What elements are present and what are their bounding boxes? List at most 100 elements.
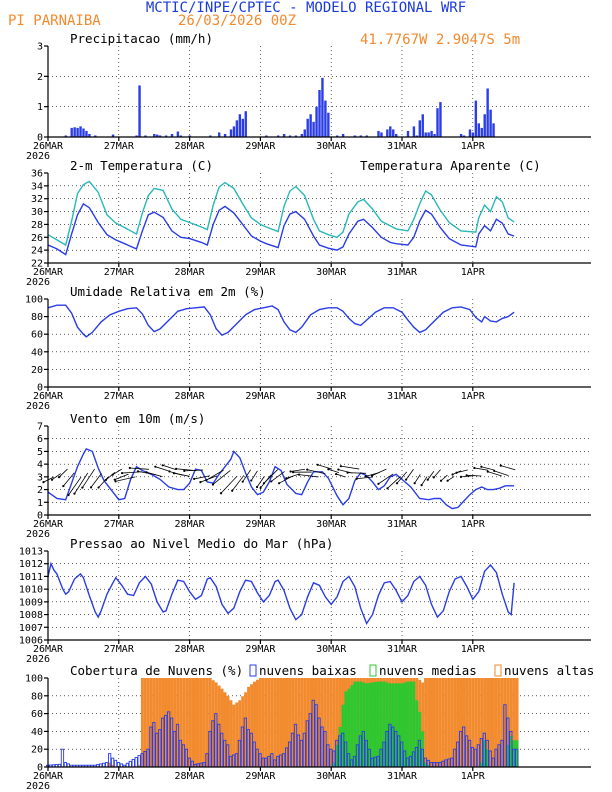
wind-vector — [335, 473, 346, 478]
wind-vector — [242, 469, 251, 482]
wind-vector — [184, 469, 204, 472]
x-tick-label: 1APR — [461, 141, 486, 152]
cloud-bar-high — [309, 678, 313, 767]
cloud-bar-medium — [509, 735, 513, 767]
wind-vector-head — [231, 489, 234, 492]
y-tick-label: 5 — [37, 447, 43, 458]
cloud-bar-high — [149, 678, 153, 767]
precip-bar — [312, 121, 315, 137]
cloud-bar-medium — [376, 681, 380, 767]
wind-vector-head — [413, 482, 416, 485]
precip-bar — [159, 135, 162, 137]
y-tick-label: 32 — [31, 194, 43, 205]
wind-vector — [114, 473, 129, 481]
cloud-bar-high — [468, 678, 472, 767]
cloud-bar-high — [111, 764, 115, 767]
precip-bar — [433, 133, 436, 137]
precip-bar — [459, 133, 463, 137]
cloud-bar-medium — [512, 740, 516, 767]
cloud-bar-high — [196, 678, 200, 767]
precip-bar — [424, 132, 427, 137]
cloud-bar-high — [191, 678, 195, 767]
cloud-bar-medium — [385, 682, 389, 767]
wind-vector — [231, 475, 245, 492]
x-tick-label: 30MAR — [316, 519, 347, 530]
wind-vector — [356, 476, 373, 480]
wind-vector — [194, 475, 211, 480]
x-tick-label: 26MAR — [33, 267, 64, 278]
cloud-bar-high — [264, 678, 268, 767]
cloud-bar-high — [146, 678, 150, 767]
precip-bar — [265, 135, 268, 137]
cloud-bar-high — [306, 678, 310, 767]
cloud-bar-high — [465, 678, 469, 767]
x-tick-label: 27MAR — [104, 141, 135, 152]
wind-vector-head — [161, 464, 164, 467]
wind-vector-head — [81, 486, 84, 489]
series-line-2-m-temperatura-c- — [47, 202, 515, 256]
legend-medium-clouds: nuvens medias — [379, 663, 477, 678]
wind-vector — [90, 473, 102, 488]
x-tick-label: 26MAR — [33, 141, 64, 152]
cloud-bar-medium — [388, 683, 392, 767]
precip-bar — [324, 100, 327, 137]
cloud-bar-high — [208, 678, 212, 767]
cloud-bar-high — [232, 704, 236, 767]
wind-vector — [466, 474, 482, 477]
cloud-bar-medium — [350, 685, 354, 767]
y-tick-label: 40 — [31, 347, 43, 358]
cloud-bar-high — [202, 678, 206, 767]
precip-bar — [294, 135, 298, 137]
panel-title: Cobertura de Nuvens (%) — [70, 663, 243, 678]
x-year-label: 2026 — [26, 151, 50, 162]
cloud-bar-high — [338, 678, 342, 767]
cloud-bar-high — [447, 678, 451, 767]
y-tick-label: 36 — [31, 169, 43, 180]
cloud-bar-low — [60, 748, 65, 768]
cloud-bar-high — [497, 678, 501, 767]
wind-vector — [270, 471, 285, 482]
cloud-bar-high — [211, 680, 215, 767]
wind-vector-head — [128, 466, 131, 470]
x-tick-label: 1APR — [461, 267, 486, 278]
wind-vector — [347, 472, 367, 474]
wind-vector — [82, 468, 95, 488]
wind-vector — [286, 473, 299, 479]
precip-bar — [492, 123, 495, 137]
cloud-bar-high — [320, 678, 324, 767]
cloud-bar-high — [424, 678, 428, 767]
x-tick-label: 29MAR — [245, 141, 276, 152]
cloud-bar-high — [205, 678, 209, 767]
wind-vector-head — [183, 469, 186, 472]
wind-vector-head — [404, 478, 408, 481]
cloud-bar-high — [143, 678, 147, 767]
precip-bar — [229, 129, 233, 137]
wind-vector-head — [262, 482, 266, 485]
wind-vector — [396, 471, 408, 484]
cloud-bar-low — [131, 758, 135, 768]
x-tick-label: 29MAR — [245, 267, 276, 278]
wind-vector-head — [89, 486, 93, 489]
station-name: PI PARNAIBA — [8, 13, 101, 29]
cloud-bar-medium — [515, 740, 519, 767]
precip-bar — [421, 114, 424, 137]
cloud-bar-high — [444, 678, 448, 767]
y-tick-label: 22 — [31, 259, 43, 270]
cloud-bar-medium — [418, 711, 422, 767]
precip-bar — [315, 106, 318, 137]
y-tick-label: 20 — [31, 745, 43, 756]
cloud-bar-medium — [356, 681, 360, 767]
wind-vector-head — [121, 471, 124, 475]
precip-bar — [480, 127, 483, 137]
wind-vector-head — [493, 469, 496, 473]
wind-vector-head — [499, 464, 502, 467]
wind-vector-head — [114, 480, 117, 483]
cloud-bar-medium — [368, 682, 372, 767]
x-tick-label: 30MAR — [316, 391, 347, 402]
cloud-bar-medium — [397, 683, 401, 767]
wind-vector-head — [42, 481, 45, 484]
